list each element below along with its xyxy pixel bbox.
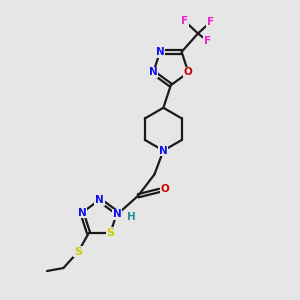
Text: S: S xyxy=(74,247,82,257)
Text: N: N xyxy=(159,146,168,156)
Text: N: N xyxy=(78,208,86,218)
Text: F: F xyxy=(204,36,211,46)
Text: S: S xyxy=(106,228,114,238)
Text: N: N xyxy=(149,68,158,77)
Text: N: N xyxy=(95,195,104,205)
Text: N: N xyxy=(156,47,164,57)
Text: N: N xyxy=(113,209,122,220)
Text: H: H xyxy=(127,212,136,222)
Text: O: O xyxy=(160,184,169,194)
Text: F: F xyxy=(181,16,188,26)
Text: F: F xyxy=(207,17,214,27)
Text: O: O xyxy=(184,68,193,77)
